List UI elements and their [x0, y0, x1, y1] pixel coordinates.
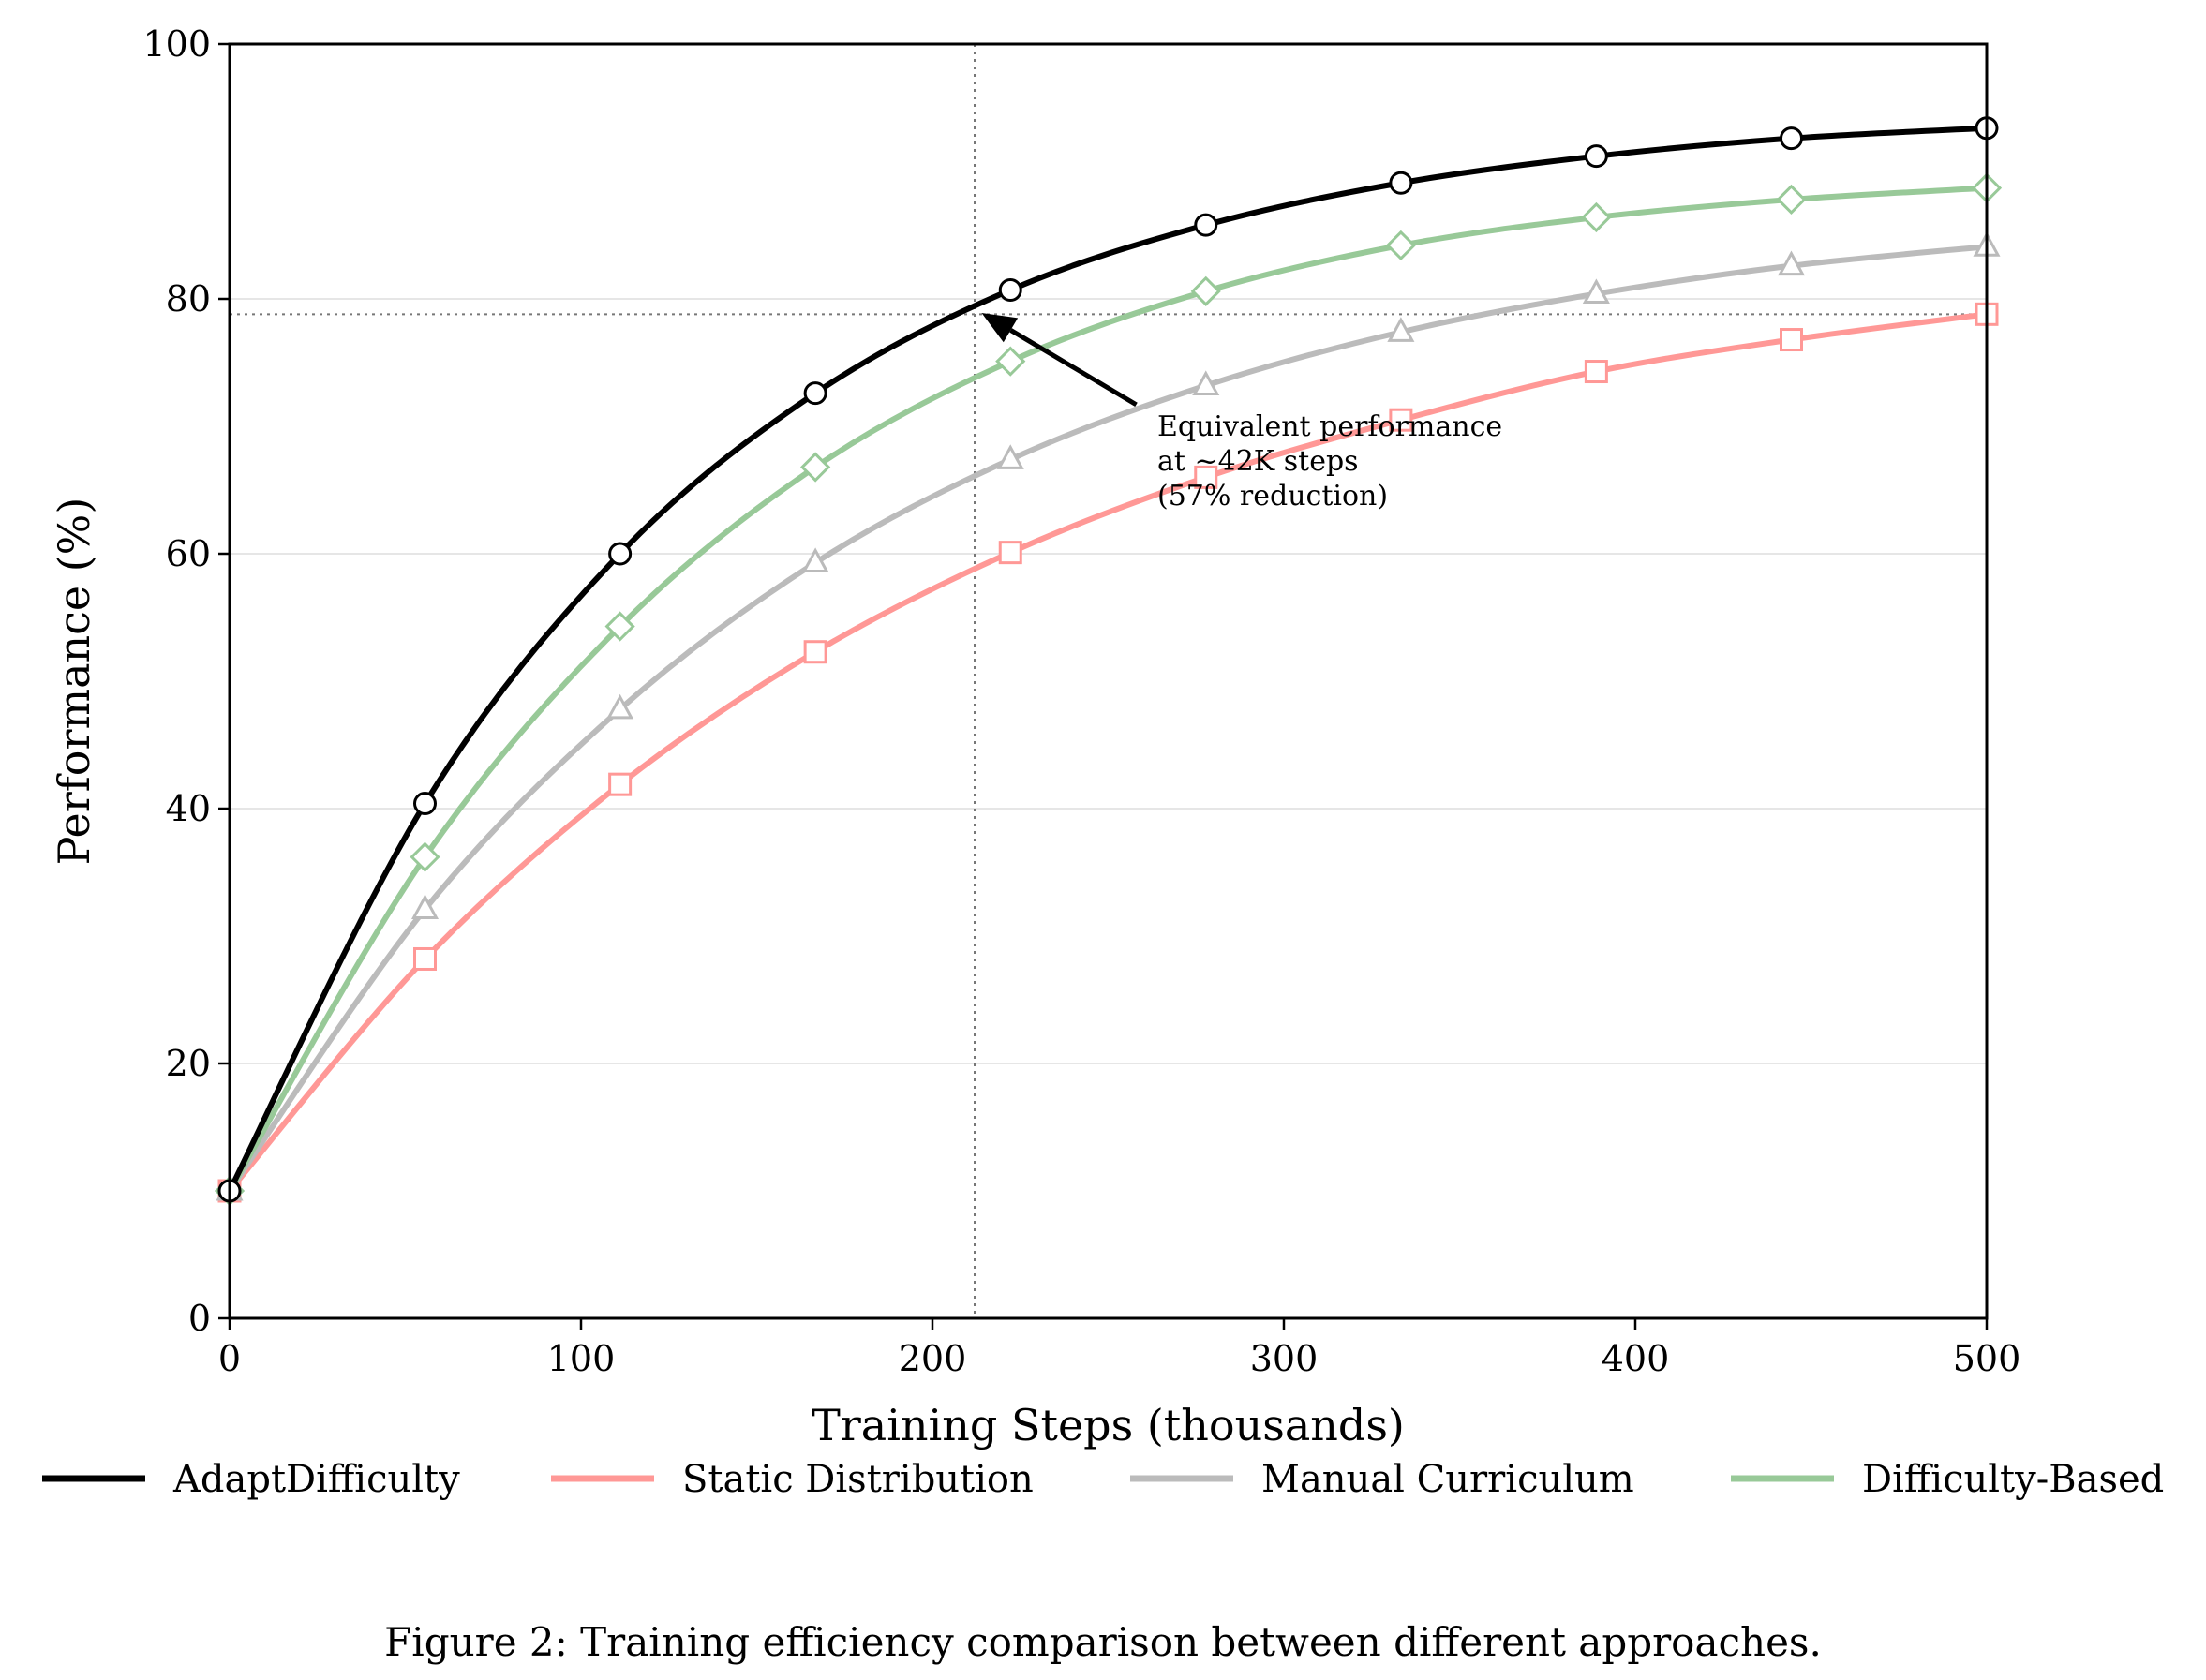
x-tick-label: 300 [1250, 1338, 1319, 1379]
data-point [1584, 144, 1608, 169]
x-axis-label: Training Steps (thousands) [812, 1400, 1405, 1450]
series-line [227, 311, 1988, 1193]
data-point [1776, 184, 1807, 216]
data-point [803, 640, 827, 664]
legend-item-difficulty-based: Difficulty-Based [1731, 1458, 2164, 1501]
y-tick-label: 100 [142, 23, 211, 65]
series-static-distribution [217, 302, 1999, 1203]
figure-caption: Figure 2: Training efficiency comparison… [384, 1619, 1822, 1665]
data-point [1389, 408, 1413, 432]
annotation-line-2: at ~42K steps [1157, 445, 1359, 478]
x-tick-label: 200 [899, 1338, 967, 1379]
data-point [1194, 213, 1218, 237]
data-point [1194, 465, 1218, 489]
legend: AdaptDifficulty Static Distribution Manual… [42, 1458, 2164, 1501]
data-point [800, 452, 831, 483]
annotation-text: Equivalent performance at ~42K steps (57… [1157, 410, 1512, 513]
x-tick-label: 400 [1602, 1338, 1670, 1379]
data-point [1385, 230, 1416, 261]
arrow-head [981, 312, 1019, 343]
annotation-line-3: (57% reduction) [1157, 480, 1388, 513]
plot-frame [228, 42, 1989, 1320]
data-point [1582, 278, 1610, 305]
data-point [1581, 201, 1612, 233]
data-point [410, 841, 440, 872]
data-point [801, 547, 829, 573]
series-group [214, 116, 2003, 1207]
data-point [1190, 275, 1221, 306]
arrow-shaft [1009, 328, 1138, 408]
legend-item-manual-curriculum: Manual Curriculum [1130, 1458, 1634, 1501]
y-tick-label: 60 [166, 533, 211, 574]
data-point [803, 381, 827, 406]
y-tick-label: 20 [166, 1043, 211, 1084]
legend-item-static-distribution: Static Distribution [551, 1458, 1034, 1501]
series-line [227, 244, 1988, 1193]
y-tick-label: 40 [166, 788, 211, 829]
y-axis-ticks: 0 20 40 60 80 100 [142, 23, 230, 1339]
reference-lines [230, 44, 1987, 1318]
data-point [1389, 171, 1413, 195]
grid-lines [230, 298, 1987, 1064]
data-point [606, 693, 634, 720]
legend-item-adaptdifficulty: AdaptDifficulty [42, 1458, 460, 1501]
y-tick-label: 0 [188, 1298, 211, 1339]
series-line [227, 185, 1988, 1193]
series-adaptdifficulty [217, 116, 1999, 1203]
data-point [998, 277, 1022, 302]
x-tick-label: 0 [218, 1338, 241, 1379]
legend-label: Static Distribution [682, 1458, 1034, 1501]
x-tick-label: 100 [547, 1338, 616, 1379]
data-point [1777, 250, 1806, 276]
x-tick-label: 500 [1953, 1338, 2021, 1379]
data-point [1584, 360, 1608, 384]
annotation-line-1: Equivalent performance [1157, 410, 1502, 443]
data-point [608, 542, 633, 566]
data-point [1192, 370, 1220, 395]
legend-label: Difficulty-Based [1862, 1458, 2164, 1501]
data-point [1780, 328, 1803, 352]
data-point [1780, 126, 1803, 151]
series-line [227, 125, 1988, 1193]
y-tick-label: 80 [166, 278, 211, 320]
data-point [604, 611, 635, 642]
legend-label: Manual Curriculum [1261, 1458, 1634, 1501]
data-point [413, 792, 437, 816]
data-point [410, 894, 440, 919]
data-point [996, 444, 1024, 469]
data-point [998, 541, 1022, 565]
series-manual-curriculum [216, 231, 2001, 1201]
data-point [413, 946, 437, 971]
y-axis-label: Performance (%) [49, 498, 99, 866]
x-axis-ticks: 0 100 200 300 400 500 [218, 1318, 2020, 1379]
data-point [1387, 317, 1415, 342]
series-difficulty-based [214, 172, 2003, 1207]
annotation-arrow [981, 312, 1138, 408]
data-point [608, 772, 633, 796]
legend-label: AdaptDifficulty [172, 1458, 460, 1501]
data-point [995, 346, 1026, 377]
